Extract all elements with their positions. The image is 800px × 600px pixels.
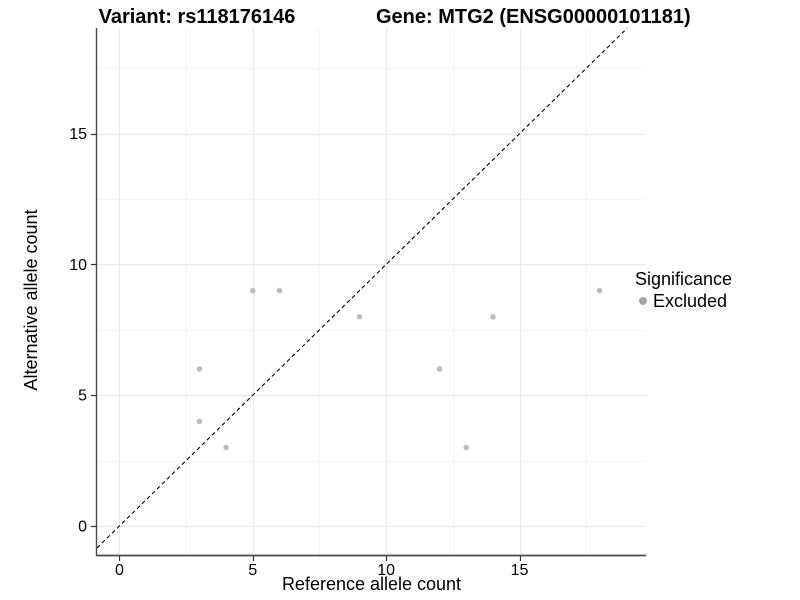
identity-dashed-line <box>96 27 628 549</box>
legend-title: Significance <box>635 269 733 289</box>
legend-item-excluded: Excluded <box>635 291 732 311</box>
data-point <box>356 313 363 320</box>
x-axis-tick-label: 5 <box>248 562 257 579</box>
y-axis-title: Alternative allele count <box>21 209 41 391</box>
y-axis-tick-label: 5 <box>78 388 87 405</box>
data-point <box>490 313 496 320</box>
plot-title-variant: Variant: rs118176146 <box>98 6 296 28</box>
data-point <box>196 418 203 425</box>
data-point <box>463 444 470 451</box>
data-point <box>249 287 256 294</box>
data-point <box>196 366 203 372</box>
x-axis-tick-label: 10 <box>377 562 395 579</box>
data-point <box>596 287 603 294</box>
plot-title-gene: Gene: MTG2 (ENSG00000101181) <box>376 6 691 28</box>
legend-item-label: Excluded <box>653 291 728 311</box>
y-axis-tick-label: 0 <box>78 518 87 535</box>
data-point <box>223 444 229 451</box>
legend: Significance Excluded <box>635 269 732 311</box>
x-axis-tick-label: 0 <box>115 562 124 579</box>
y-axis-tick-label: 15 <box>69 126 87 143</box>
y-axis-tick-label: 10 <box>69 257 87 274</box>
x-axis-tick-label: 15 <box>511 562 529 579</box>
data-point <box>276 287 283 294</box>
data-point <box>436 366 443 372</box>
legend-dot-icon <box>639 297 647 305</box>
x-axis-title: Reference allele count <box>281 574 462 594</box>
